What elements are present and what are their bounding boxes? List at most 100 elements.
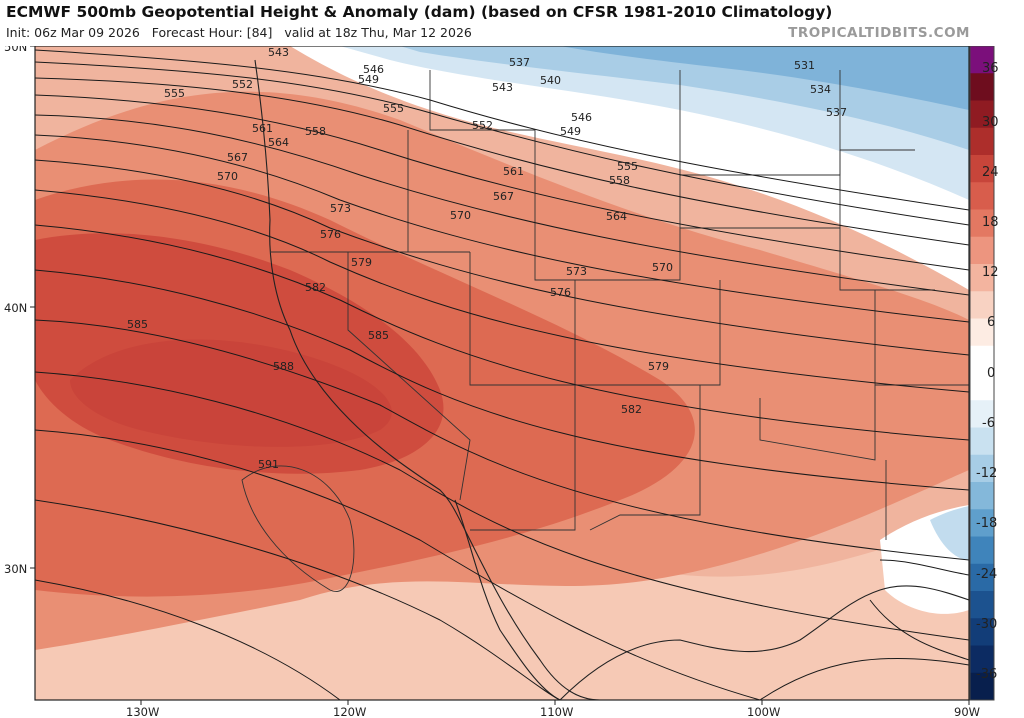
contour-label: 555 <box>164 87 185 100</box>
contour-label: 558 <box>609 174 630 187</box>
longitude-axis: 130W 120W 110W 100W 90W <box>126 700 980 718</box>
forecast-hour: Forecast Hour: [84] <box>151 25 273 40</box>
contour-label: 555 <box>383 102 404 115</box>
colorbar-segment <box>970 563 994 592</box>
colorbar-segment <box>970 509 994 537</box>
colorbar-segment <box>970 291 994 319</box>
anomaly-band-strong-negative <box>560 46 969 110</box>
contour-label: 555 <box>617 160 638 173</box>
contour-label: 582 <box>305 281 326 294</box>
contour-label: 558 <box>305 125 326 138</box>
contour-label: 543 <box>492 81 513 94</box>
latitude-axis: 50N 40N 30N <box>4 40 35 576</box>
colorbar-frame <box>969 45 995 701</box>
contour-labels: 543 537 531 546 540 534 549 543 537 552 … <box>127 46 847 471</box>
contour-label: 543 <box>268 46 289 59</box>
contour-label: 585 <box>368 329 389 342</box>
contour-label: 549 <box>358 73 379 86</box>
colorbar-segment <box>970 100 994 129</box>
contour-label: 540 <box>540 74 561 87</box>
colorbar-segment <box>970 46 994 74</box>
contour-label: 573 <box>566 265 587 278</box>
state-borders <box>241 70 969 592</box>
contour-label: 567 <box>493 190 514 203</box>
colorbar-label: 30 <box>982 115 999 130</box>
contour-label: 552 <box>472 119 493 132</box>
colorbar-label: -30 <box>976 617 997 632</box>
contour-label: 564 <box>268 136 289 149</box>
colorbar-label: -12 <box>976 466 997 481</box>
contour-label: 570 <box>217 170 238 183</box>
colorbar-segment <box>970 73 994 101</box>
brand-watermark: TROPICALTIDBITS.COM <box>788 25 970 41</box>
colorbar-segment <box>970 427 994 456</box>
contour-label: 567 <box>227 151 248 164</box>
contour-label: 570 <box>652 261 673 274</box>
lat-label: 40N <box>4 301 27 315</box>
contour-label: 588 <box>273 360 294 373</box>
colorbar-segment <box>970 536 994 565</box>
colorbar-segment <box>970 618 994 646</box>
contour-label: 561 <box>503 165 524 178</box>
colorbar-segment <box>970 182 994 210</box>
contour-label: 591 <box>258 458 279 471</box>
colorbar-label: 24 <box>982 165 999 180</box>
init-time: Init: 06z Mar 09 2026 <box>6 25 140 40</box>
contour-label: 546 <box>363 63 384 76</box>
colorbar-label: 36 <box>982 61 999 76</box>
colorbar-segment <box>970 127 994 156</box>
contour-label: 579 <box>648 360 669 373</box>
contour-label: 561 <box>252 122 273 135</box>
contour-label: 549 <box>560 125 581 138</box>
lat-label: 30N <box>4 562 27 576</box>
colorbar-segment <box>970 645 994 674</box>
contour-label: 546 <box>571 111 592 124</box>
colorbar-label: 6 <box>987 315 995 330</box>
chart-subtitle: Init: 06z Mar 09 2026 Forecast Hour: [84… <box>6 25 472 40</box>
contour-label: 573 <box>330 202 351 215</box>
colorbar-segment <box>970 264 994 292</box>
contour-label: 537 <box>509 56 530 69</box>
colorbar-segment <box>970 373 994 401</box>
colorbar-segment <box>970 209 994 238</box>
contour-label: 579 <box>351 256 372 269</box>
chart-title: ECMWF 500mb Geopotential Height & Anomal… <box>6 3 833 21</box>
colorbar-label: -18 <box>976 516 997 531</box>
contour-label: 570 <box>450 209 471 222</box>
coastlines <box>254 59 969 700</box>
anomaly-core-inner <box>70 339 392 447</box>
colorbar-label: 0 <box>987 366 995 381</box>
colorbar-labels: 36 30 24 18 12 6 0 -6 -12 -18 -24 -30 -3… <box>976 61 999 682</box>
colorbar-label: 18 <box>982 215 999 230</box>
colorbar-segment <box>970 454 994 483</box>
colorbar-segment <box>970 345 994 374</box>
lon-label: 110W <box>540 705 573 718</box>
contour-label: 582 <box>621 403 642 416</box>
lon-label: 100W <box>747 705 780 718</box>
colorbar-segment <box>970 236 994 265</box>
height-contours <box>35 49 969 700</box>
colorbar-segment <box>970 155 994 183</box>
colorbar-segment <box>970 400 994 428</box>
valid-time: valid at 18z Thu, Mar 12 2026 <box>284 25 472 40</box>
colorbar-segment <box>970 672 994 701</box>
lon-label: 130W <box>126 705 159 718</box>
contour-label: 564 <box>606 210 627 223</box>
colorbar-label: 12 <box>982 265 999 280</box>
contour-label: 576 <box>550 286 571 299</box>
map-frame <box>34 45 970 701</box>
lon-label: 120W <box>333 705 366 718</box>
colorbar <box>969 45 995 701</box>
contour-label: 534 <box>810 83 831 96</box>
contour-label: 531 <box>794 59 815 72</box>
contour-label: 552 <box>232 78 253 91</box>
contour-label: 576 <box>320 228 341 241</box>
anomaly-band-negative-southeast <box>930 506 969 560</box>
colorbar-label: -24 <box>976 567 997 582</box>
header: ECMWF 500mb Geopotential Height & Anomal… <box>0 0 1024 46</box>
lon-label: 90W <box>954 705 980 718</box>
contour-label: 585 <box>127 318 148 331</box>
colorbar-segment <box>970 482 994 510</box>
colorbar-segment <box>970 591 994 619</box>
